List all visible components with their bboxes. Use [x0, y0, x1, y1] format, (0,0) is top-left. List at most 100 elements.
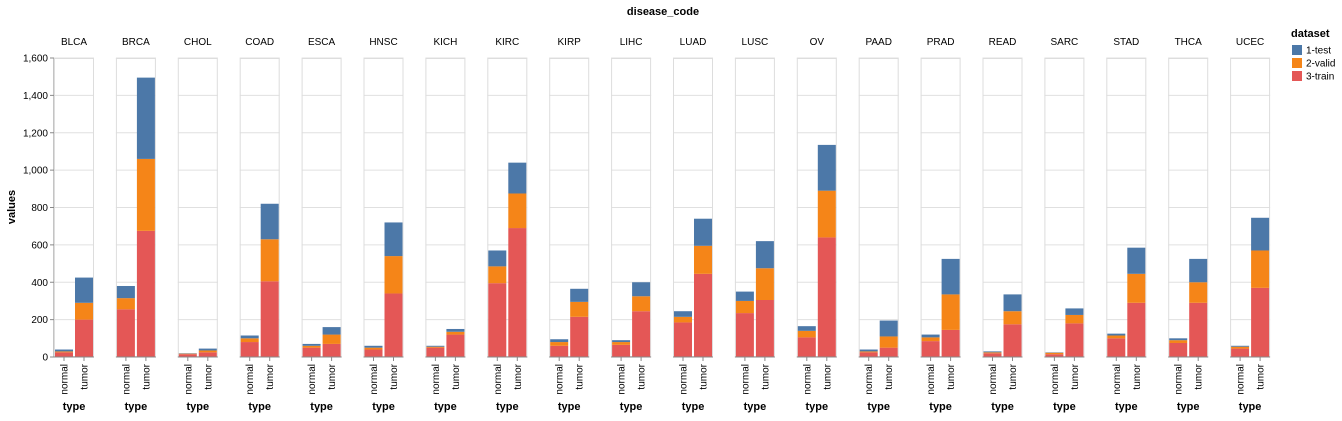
bar-lusc-normal-1-test[interactable] — [736, 292, 754, 301]
bar-kirc-tumor-3-train[interactable] — [508, 228, 526, 357]
bar-ucec-tumor-1-test[interactable] — [1251, 218, 1269, 251]
bar-blca-normal-1-test[interactable] — [55, 350, 73, 352]
bar-paad-normal-3-train[interactable] — [860, 352, 878, 357]
bar-kirc-normal-3-train[interactable] — [488, 283, 506, 357]
bar-hnsc-tumor-3-train[interactable] — [385, 293, 403, 357]
bar-kirc-tumor-2-valid[interactable] — [508, 193, 526, 228]
bar-chol-normal-2-valid[interactable] — [179, 354, 197, 355]
bar-coad-tumor-2-valid[interactable] — [261, 239, 279, 281]
bar-kirp-tumor-2-valid[interactable] — [570, 302, 588, 317]
bar-stad-normal-2-valid[interactable] — [1107, 336, 1125, 339]
bar-brca-normal-1-test[interactable] — [117, 286, 135, 298]
bar-lihc-tumor-1-test[interactable] — [632, 282, 650, 296]
bar-luad-normal-2-valid[interactable] — [674, 317, 692, 323]
bar-esca-tumor-2-valid[interactable] — [323, 335, 341, 344]
bar-luad-tumor-3-train[interactable] — [694, 274, 712, 357]
bar-paad-normal-2-valid[interactable] — [860, 351, 878, 352]
bar-blca-normal-3-train[interactable] — [55, 352, 73, 357]
bar-stad-tumor-2-valid[interactable] — [1127, 274, 1145, 303]
bar-esca-tumor-1-test[interactable] — [323, 327, 341, 334]
bar-stad-tumor-3-train[interactable] — [1127, 303, 1145, 357]
bar-luad-tumor-2-valid[interactable] — [694, 246, 712, 274]
bar-brca-tumor-3-train[interactable] — [137, 231, 155, 357]
bar-esca-normal-3-train[interactable] — [303, 348, 321, 357]
bar-blca-normal-2-valid[interactable] — [55, 351, 73, 352]
bar-kich-tumor-2-valid[interactable] — [446, 332, 464, 335]
bar-luad-normal-3-train[interactable] — [674, 322, 692, 357]
bar-read-tumor-2-valid[interactable] — [1004, 311, 1022, 324]
bar-read-normal-1-test[interactable] — [984, 351, 1002, 352]
bar-kirp-normal-1-test[interactable] — [550, 339, 568, 342]
bar-lusc-tumor-1-test[interactable] — [756, 241, 774, 268]
bar-hnsc-tumor-2-valid[interactable] — [385, 256, 403, 293]
bar-paad-normal-1-test[interactable] — [860, 350, 878, 352]
bar-luad-normal-1-test[interactable] — [674, 311, 692, 317]
bar-thca-normal-1-test[interactable] — [1169, 338, 1187, 340]
bar-thca-normal-3-train[interactable] — [1169, 343, 1187, 357]
bar-thca-tumor-3-train[interactable] — [1189, 303, 1207, 357]
bar-paad-tumor-3-train[interactable] — [880, 348, 898, 357]
bar-ucec-normal-1-test[interactable] — [1231, 346, 1249, 347]
bar-ucec-tumor-3-train[interactable] — [1251, 288, 1269, 357]
bar-stad-normal-3-train[interactable] — [1107, 338, 1125, 357]
bar-ov-normal-2-valid[interactable] — [798, 331, 816, 338]
bar-blca-tumor-1-test[interactable] — [75, 278, 93, 303]
bar-esca-normal-1-test[interactable] — [303, 344, 321, 346]
bar-lihc-normal-1-test[interactable] — [612, 340, 630, 342]
bar-ucec-normal-3-train[interactable] — [1231, 349, 1249, 357]
bar-chol-tumor-2-valid[interactable] — [199, 350, 217, 352]
bar-esca-normal-2-valid[interactable] — [303, 346, 321, 348]
bar-lihc-tumor-2-valid[interactable] — [632, 296, 650, 311]
bar-lusc-tumor-2-valid[interactable] — [756, 268, 774, 300]
bar-coad-tumor-3-train[interactable] — [261, 281, 279, 357]
bar-sarc-tumor-1-test[interactable] — [1065, 308, 1083, 315]
bar-thca-tumor-1-test[interactable] — [1189, 259, 1207, 282]
bar-esca-tumor-3-train[interactable] — [323, 344, 341, 357]
bar-prad-normal-1-test[interactable] — [922, 335, 940, 338]
bar-stad-normal-1-test[interactable] — [1107, 334, 1125, 336]
bar-kirp-tumor-1-test[interactable] — [570, 289, 588, 302]
bar-hnsc-normal-1-test[interactable] — [365, 346, 383, 348]
bar-sarc-tumor-3-train[interactable] — [1065, 323, 1083, 357]
bar-kirc-normal-2-valid[interactable] — [488, 266, 506, 283]
bar-kirc-normal-1-test[interactable] — [488, 250, 506, 266]
bar-prad-tumor-1-test[interactable] — [942, 259, 960, 295]
bar-lihc-normal-2-valid[interactable] — [612, 342, 630, 345]
bar-ucec-tumor-2-valid[interactable] — [1251, 250, 1269, 287]
bar-brca-tumor-1-test[interactable] — [137, 78, 155, 159]
bar-brca-normal-3-train[interactable] — [117, 309, 135, 357]
bar-blca-tumor-3-train[interactable] — [75, 320, 93, 357]
bar-kirp-normal-2-valid[interactable] — [550, 342, 568, 346]
bar-ov-normal-3-train[interactable] — [798, 337, 816, 357]
bar-lusc-normal-2-valid[interactable] — [736, 301, 754, 313]
bar-prad-tumor-2-valid[interactable] — [942, 294, 960, 330]
bar-luad-tumor-1-test[interactable] — [694, 219, 712, 246]
bar-lusc-normal-3-train[interactable] — [736, 313, 754, 357]
bar-ov-tumor-3-train[interactable] — [818, 237, 836, 357]
bar-ov-tumor-2-valid[interactable] — [818, 191, 836, 238]
bar-chol-tumor-3-train[interactable] — [199, 352, 217, 357]
bar-read-tumor-3-train[interactable] — [1004, 324, 1022, 357]
bar-lihc-tumor-3-train[interactable] — [632, 311, 650, 357]
bar-kich-tumor-1-test[interactable] — [446, 329, 464, 332]
bar-kirp-tumor-3-train[interactable] — [570, 317, 588, 357]
bar-hnsc-normal-2-valid[interactable] — [365, 348, 383, 350]
bar-sarc-tumor-2-valid[interactable] — [1065, 315, 1083, 323]
bar-lihc-normal-3-train[interactable] — [612, 345, 630, 357]
bar-chol-tumor-1-test[interactable] — [199, 349, 217, 351]
bar-sarc-normal-2-valid[interactable] — [1045, 353, 1063, 354]
bar-kich-tumor-3-train[interactable] — [446, 335, 464, 357]
bar-hnsc-tumor-1-test[interactable] — [385, 222, 403, 256]
bar-brca-normal-2-valid[interactable] — [117, 298, 135, 309]
bar-brca-tumor-2-valid[interactable] — [137, 159, 155, 231]
bar-read-normal-2-valid[interactable] — [984, 352, 1002, 353]
bar-ov-normal-1-test[interactable] — [798, 326, 816, 331]
bar-read-tumor-1-test[interactable] — [1004, 294, 1022, 311]
bar-prad-normal-3-train[interactable] — [922, 341, 940, 357]
bar-prad-normal-2-valid[interactable] — [922, 337, 940, 341]
bar-hnsc-normal-3-train[interactable] — [365, 350, 383, 357]
bar-kich-normal-2-valid[interactable] — [426, 347, 444, 348]
bar-prad-tumor-3-train[interactable] — [942, 330, 960, 357]
bar-stad-tumor-1-test[interactable] — [1127, 248, 1145, 274]
bar-ov-tumor-1-test[interactable] — [818, 145, 836, 191]
